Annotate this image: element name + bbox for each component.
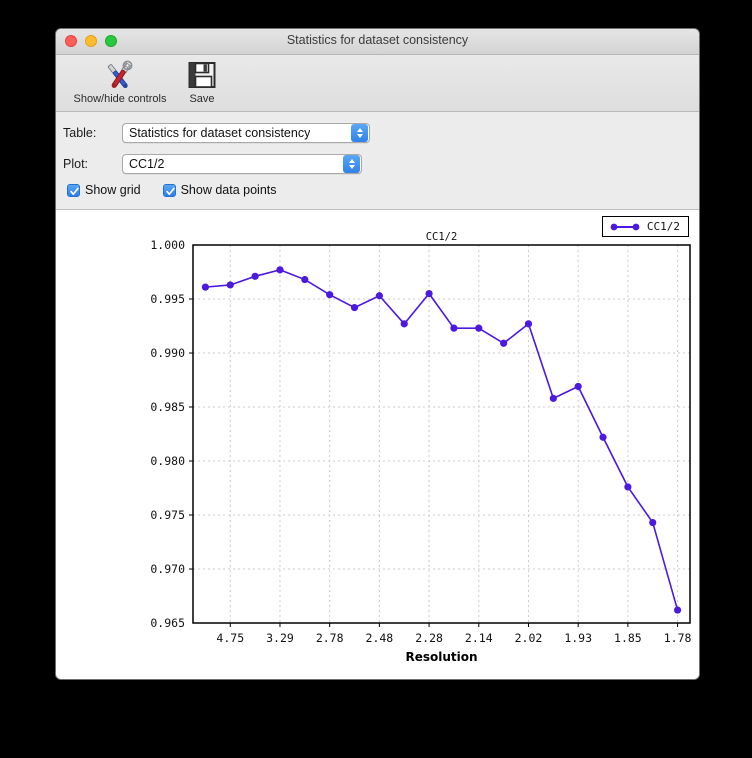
svg-text:0.985: 0.985 [150, 400, 185, 414]
svg-text:0.975: 0.975 [150, 508, 185, 522]
checkmark-icon [162, 183, 176, 197]
svg-text:2.14: 2.14 [465, 631, 493, 645]
show-hide-controls-button[interactable]: Show/hide controls [66, 58, 174, 105]
svg-text:Resolution: Resolution [405, 650, 477, 664]
svg-text:0.980: 0.980 [150, 454, 185, 468]
svg-text:1.85: 1.85 [614, 631, 642, 645]
plot-row: Plot: CC1/2 [56, 151, 699, 176]
show-data-points-label: Show data points [180, 183, 277, 197]
plot-select-value: CC1/2 [129, 156, 165, 171]
close-window-button[interactable] [65, 35, 77, 47]
svg-text:2.78: 2.78 [316, 631, 344, 645]
svg-text:1.78: 1.78 [664, 631, 692, 645]
table-select-value: Statistics for dataset consistency [129, 125, 311, 140]
controls-panel: Table: Statistics for dataset consistenc… [56, 112, 699, 210]
svg-text:0.995: 0.995 [150, 292, 185, 306]
chevron-updown-icon[interactable] [351, 124, 368, 142]
chart-title: CC1/2 [425, 231, 458, 243]
plot-label: Plot: [63, 156, 89, 171]
tools-icon [103, 59, 137, 91]
chart-svg: 0.965 0.970 0.975 0.980 0.985 0.990 0.995 1.000… [150, 238, 692, 664]
svg-text:1.93: 1.93 [564, 631, 592, 645]
svg-text:0.970: 0.970 [150, 562, 185, 576]
table-select[interactable]: Statistics for dataset consistency [122, 122, 370, 143]
svg-text:1.000: 1.000 [150, 238, 185, 252]
minimize-window-button[interactable] [85, 35, 97, 47]
plot-canvas: CC1/2 CC1/2 0.965 0.970 0.975 0.980 0.985 0.9… [56, 210, 699, 679]
svg-text:2.02: 2.02 [515, 631, 543, 645]
show-data-points-checkbox[interactable]: Show data points [162, 183, 277, 197]
application-window: Statistics for dataset consistency [55, 28, 700, 680]
svg-text:2.48: 2.48 [366, 631, 394, 645]
svg-text:4.75: 4.75 [216, 631, 244, 645]
show-grid-checkbox[interactable]: Show grid [67, 183, 141, 197]
table-label: Table: [63, 125, 97, 140]
toolbar: Show/hide controls Save [56, 55, 699, 112]
maximize-window-button[interactable] [105, 35, 117, 47]
svg-text:2.28: 2.28 [415, 631, 443, 645]
svg-text:3.29: 3.29 [266, 631, 294, 645]
show-hide-controls-label: Show/hide controls [73, 93, 167, 105]
show-grid-label: Show grid [85, 183, 141, 197]
checkmark-icon [67, 183, 80, 197]
window-controls [65, 35, 117, 47]
save-label: Save [189, 93, 215, 105]
legend-marker-icon [610, 223, 640, 230]
chart-legend: CC1/2 [601, 216, 689, 237]
window-titlebar[interactable]: Statistics for dataset consistency [56, 29, 699, 55]
chevron-updown-icon[interactable] [343, 155, 360, 173]
svg-text:0.965: 0.965 [150, 616, 185, 630]
plot-select[interactable]: CC1/2 [122, 153, 362, 174]
save-button[interactable]: Save [174, 58, 230, 105]
floppy-disk-save-icon [187, 59, 217, 91]
window-title: Statistics for dataset consistency [286, 33, 469, 47]
svg-text:0.990: 0.990 [150, 346, 185, 360]
table-row: Table: Statistics for dataset consistenc… [56, 120, 699, 145]
legend-label: CC1/2 [646, 220, 680, 233]
checkbox-row: Show grid Show data points [56, 179, 699, 201]
